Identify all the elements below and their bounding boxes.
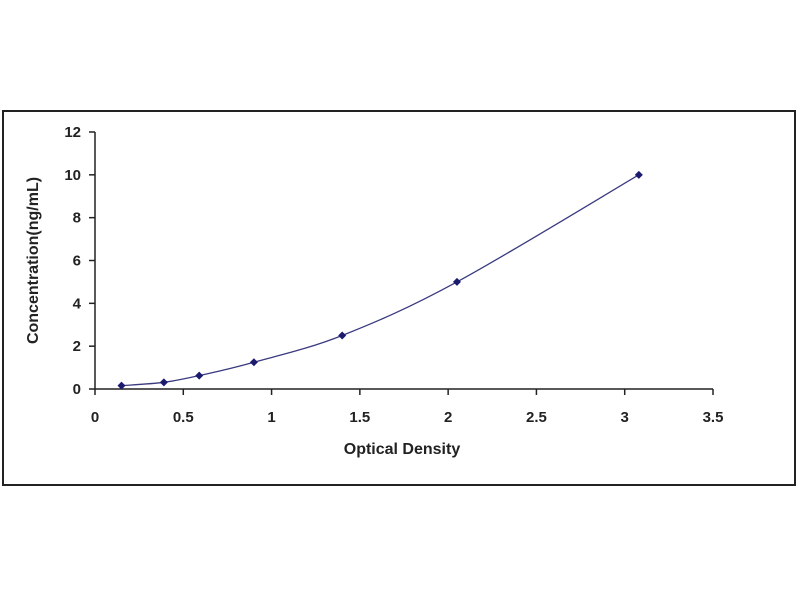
y-tick-label: 8: [73, 210, 81, 227]
x-tick-label: 3: [621, 409, 629, 426]
data-point: [249, 358, 258, 367]
fit-curve-layer: [121, 174, 640, 387]
x-axis-title: Optical Density: [344, 441, 461, 458]
y-tick-label: 2: [73, 338, 81, 355]
x-tick-label: 1.5: [349, 409, 370, 426]
y-tick-label: 10: [64, 167, 81, 184]
y-tick-label: 0: [73, 381, 81, 398]
data-point: [452, 277, 461, 286]
data-point: [159, 378, 168, 387]
axes: [94, 132, 713, 390]
x-ticks: 0 0.5 1 1.5 2 2.5 3 3.5: [91, 389, 724, 426]
fit-curve: [121, 174, 640, 387]
chart-frame: [2, 110, 796, 486]
x-tick-label: 2: [444, 409, 452, 426]
data-point: [195, 371, 204, 380]
y-ticks: 0 2 4 6 8 10 12: [64, 124, 95, 398]
y-tick-label: 12: [64, 124, 81, 141]
x-tick-label: 0.5: [173, 409, 194, 426]
y-tick-label: 4: [73, 295, 82, 312]
y-axis-title: Concentration(ng/mL): [25, 177, 42, 344]
x-tick-label: 3.5: [703, 409, 724, 426]
y-tick-label: 6: [73, 253, 81, 270]
data-point: [117, 381, 126, 390]
x-tick-label: 0: [91, 409, 99, 426]
data-point: [338, 331, 347, 340]
x-tick-label: 2.5: [526, 409, 547, 426]
data-points: [117, 170, 643, 390]
x-tick-label: 1: [267, 409, 275, 426]
data-point: [634, 170, 643, 179]
